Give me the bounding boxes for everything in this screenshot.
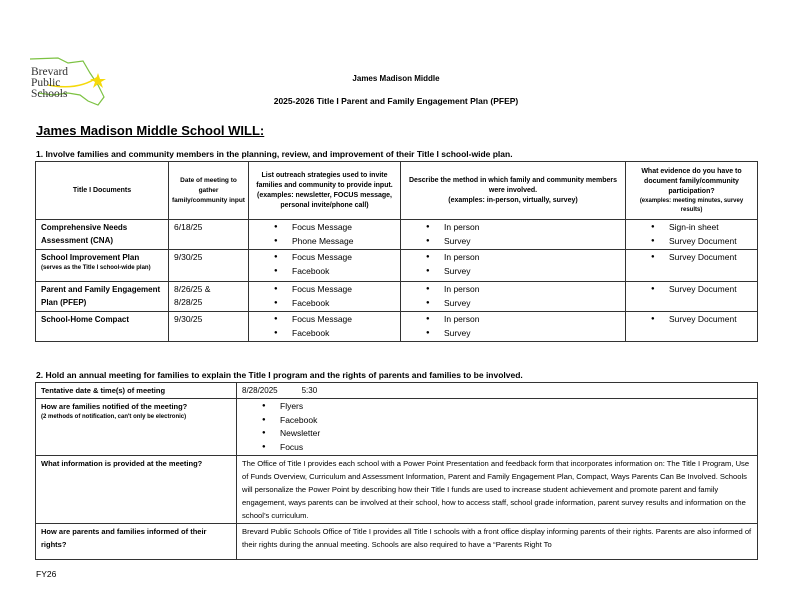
document-name: Parent and Family Engagement Plan (PFEP) <box>35 281 169 312</box>
section2-heading: 2. Hold an annual meeting for families t… <box>36 370 523 380</box>
method-list: In personSurvey <box>400 249 626 282</box>
date-value: 8/28/2025 5:30 <box>236 382 758 399</box>
document-name: Comprehensive Needs Assessment (CNA) <box>35 219 169 250</box>
meeting-date: 8/26/25 & 8/28/25 <box>168 281 249 312</box>
document-title: 2025-2026 Title I Parent and Family Enga… <box>273 96 519 106</box>
meeting-date: 9/30/25 <box>168 311 249 342</box>
table-row: School Improvement Plan (serves as the Ti… <box>35 249 758 282</box>
evidence-list: Survey Document <box>625 311 758 342</box>
notify-label: How are families notified of the meeting… <box>35 398 237 456</box>
method-list: In personSurvey <box>400 281 626 312</box>
outreach-list: Focus MessageFacebook <box>248 249 401 282</box>
table-row: How are families notified of the meeting… <box>35 398 758 456</box>
date-label: Tentative date & time(s) of meeting <box>35 382 237 399</box>
logo-text: Brevard <box>31 66 69 78</box>
school-name: James Madison Middle <box>352 74 440 83</box>
meeting-date: 6/18/25 <box>168 219 249 250</box>
footer-code: FY26 <box>36 569 57 579</box>
document-name: School-Home Compact <box>35 311 169 342</box>
column-header: List outreach strategies used to invite … <box>248 161 401 220</box>
meeting-date: 9/30/25 <box>168 249 249 282</box>
table-row: Tentative date & time(s) of meeting 8/28… <box>35 382 758 399</box>
column-header: Title I Documents <box>35 161 169 220</box>
rights-value: Brevard Public Schools Office of Title I… <box>236 523 758 560</box>
table-row: Parent and Family Engagement Plan (PFEP)… <box>35 281 758 312</box>
column-header: Describe the method in which family and … <box>400 161 626 220</box>
table-row: How are parents and families informed of… <box>35 523 758 560</box>
logo-text: Schools <box>31 88 68 100</box>
florida-star-logo-icon <box>29 57 106 106</box>
title1-documents-table: Title I Documents Date of meeting to gat… <box>35 161 758 342</box>
method-list: In personSurvey <box>400 311 626 342</box>
outreach-list: Focus MessagePhone Message <box>248 219 401 250</box>
logo-text: Public <box>31 77 61 89</box>
info-value: The Office of Title I provides each scho… <box>236 455 758 524</box>
table-row: Comprehensive Needs Assessment (CNA) 6/1… <box>35 219 758 250</box>
annual-meeting-table: Tentative date & time(s) of meeting 8/28… <box>35 382 758 560</box>
document-name: School Improvement Plan (serves as the Ti… <box>35 249 169 282</box>
evidence-list: Sign-in sheetSurvey Document <box>625 219 758 250</box>
table-row: What information is provided at the meet… <box>35 455 758 524</box>
method-list: In personSurvey <box>400 219 626 250</box>
outreach-list: Focus MessageFacebook <box>248 281 401 312</box>
rights-label: How are parents and families informed of… <box>35 523 237 560</box>
evidence-list: Survey Document <box>625 249 758 282</box>
outreach-list: Focus MessageFacebook <box>248 311 401 342</box>
brevard-public-schools-logo: Brevard Public Schools <box>28 55 110 107</box>
column-header: Date of meeting to gather family/communi… <box>168 161 249 220</box>
evidence-list: Survey Document <box>625 281 758 312</box>
info-label: What information is provided at the meet… <box>35 455 237 524</box>
section1-heading: 1. Involve families and community member… <box>36 149 513 159</box>
will-heading: James Madison Middle School WILL: <box>36 123 265 138</box>
column-header: What evidence do you have to document fa… <box>625 161 758 220</box>
notify-methods: FlyersFacebookNewsletterFocus <box>236 398 758 456</box>
table-row: School-Home Compact 9/30/25 Focus Messag… <box>35 311 758 342</box>
